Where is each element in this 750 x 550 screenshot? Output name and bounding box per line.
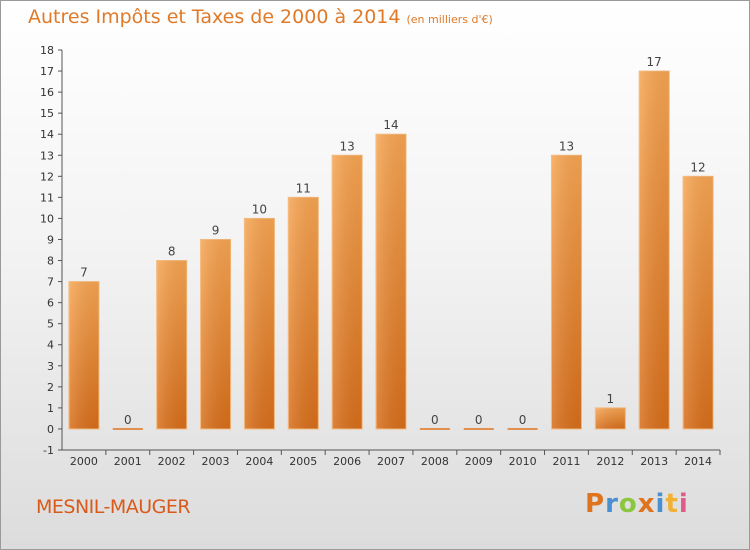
y-tick-label: 15: [40, 107, 54, 120]
bar-shade: [683, 176, 714, 429]
bar-shade: [288, 197, 319, 429]
x-tick-label: 2010: [509, 455, 537, 468]
y-tick-label: 13: [40, 149, 54, 162]
data-label: 0: [431, 413, 439, 427]
y-tick-label: 14: [40, 128, 54, 141]
data-label: 1: [607, 392, 615, 406]
data-label: 8: [168, 245, 176, 259]
logo-letter: P: [585, 489, 606, 519]
bar-shade: [376, 134, 406, 429]
data-label: 13: [339, 139, 354, 153]
y-tick-label: 10: [40, 212, 54, 225]
x-tick-label: 2002: [158, 455, 186, 468]
x-tick-label: 2007: [377, 455, 405, 468]
x-tick-label: 2009: [465, 455, 493, 468]
y-tick-label: 2: [47, 381, 54, 394]
proxiti-logo: Proxiti: [585, 489, 689, 519]
bar-shade: [156, 260, 187, 429]
y-tick-label: 18: [40, 44, 54, 57]
data-label: 13: [559, 139, 574, 153]
data-label: 0: [475, 413, 483, 427]
y-tick-label: 17: [40, 65, 54, 78]
x-tick-label: 2014: [684, 455, 712, 468]
data-label: 10: [252, 202, 267, 216]
x-tick-label: 2011: [552, 455, 580, 468]
data-label: 17: [647, 55, 662, 69]
y-tick-label: 12: [40, 170, 54, 183]
data-label: 9: [212, 223, 220, 237]
x-tick-label: 2008: [421, 455, 449, 468]
y-tick-label: 6: [47, 297, 54, 310]
y-tick-label: 9: [47, 233, 54, 246]
data-label: 0: [519, 413, 527, 427]
y-tick-label: 0: [47, 423, 54, 436]
y-tick-label: 4: [47, 339, 54, 352]
logo-letter: o: [618, 489, 638, 519]
y-tick-label: 8: [47, 255, 54, 268]
bar-shade: [551, 155, 582, 429]
logo-letter: i: [678, 489, 689, 519]
x-tick-label: 2000: [70, 455, 98, 468]
logo-letter: r: [605, 489, 619, 519]
bar-shade: [200, 239, 231, 429]
bar-shade: [68, 281, 99, 429]
data-label: 0: [124, 413, 132, 427]
logo-letter: x: [637, 489, 656, 519]
bar-shade: [595, 407, 626, 429]
y-tick-label: 3: [47, 360, 54, 373]
y-tick-label: 16: [40, 86, 54, 99]
y-tick-label: 1: [47, 402, 54, 415]
x-tick-label: 2013: [640, 455, 668, 468]
bar-shade: [639, 71, 670, 429]
data-label: 11: [296, 181, 311, 195]
x-tick-label: 2005: [289, 455, 317, 468]
bar-shade: [244, 218, 275, 429]
logo-letter: i: [655, 489, 666, 519]
data-label: 14: [383, 118, 398, 132]
x-tick-label: 2012: [596, 455, 624, 468]
x-tick-label: 2004: [245, 455, 273, 468]
y-tick-label: -1: [43, 444, 54, 457]
title-main: Autres Impôts et Taxes de 2000 à 2014: [28, 6, 401, 28]
y-tick-label: 7: [47, 276, 54, 289]
data-label: 7: [80, 266, 88, 280]
commune-name: MESNIL-MAUGER: [36, 496, 191, 518]
x-tick-label: 2003: [202, 455, 230, 468]
x-tick-label: 2001: [114, 455, 142, 468]
chart-title: Autres Impôts et Taxes de 2000 à 2014 (en…: [28, 6, 493, 28]
y-tick-label: 11: [40, 191, 54, 204]
logo-letter: t: [665, 489, 679, 519]
x-tick-label: 2006: [333, 455, 361, 468]
y-tick-label: 5: [47, 318, 54, 331]
data-label: 12: [690, 160, 705, 174]
title-unit: (en milliers d'€): [406, 13, 493, 26]
bar-shade: [332, 155, 363, 429]
